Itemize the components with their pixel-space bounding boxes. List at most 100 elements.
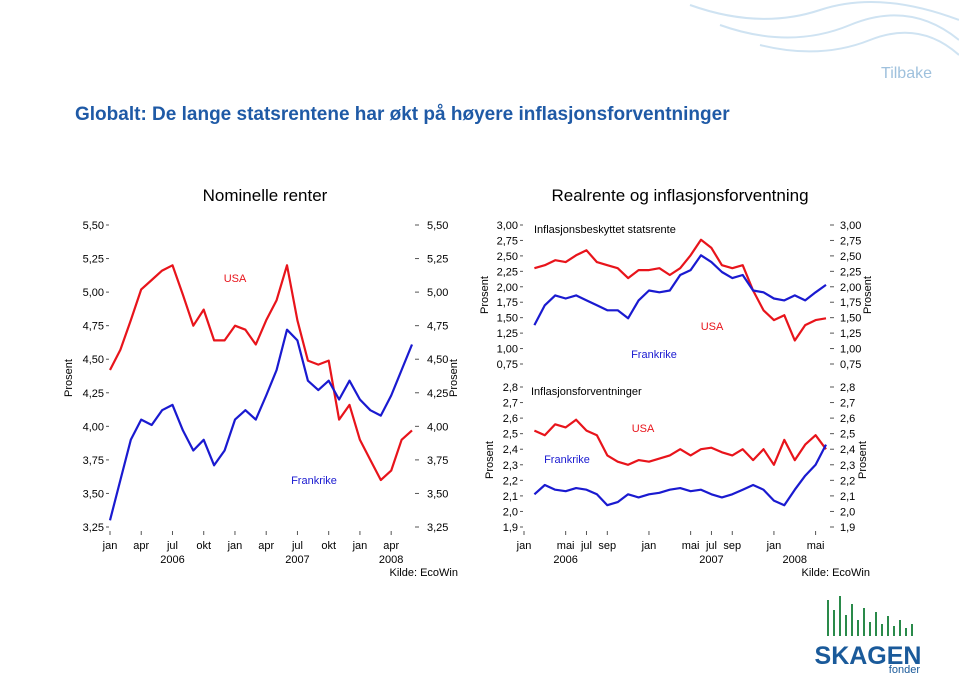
y2-tick-label: 2,2	[840, 475, 855, 487]
y2-tick-label: 2,3	[840, 460, 855, 472]
y-tick-label: 3,00	[497, 220, 518, 232]
y-tick-label: 2,25	[497, 266, 518, 278]
series-line	[534, 238, 827, 342]
x-tick-label: jul	[166, 540, 178, 552]
year-label: 2007	[285, 554, 309, 566]
series-label: USA	[701, 321, 724, 333]
year-label: 2006	[160, 554, 184, 566]
y-tick-label: 5,50	[83, 220, 104, 232]
y2-tick-label: 2,75	[840, 235, 861, 247]
y2-tick-label: 4,50	[427, 354, 448, 366]
x-tick-label: apr	[383, 540, 399, 552]
y2-tick-label: 3,00	[840, 220, 861, 232]
year-label: 2008	[783, 554, 807, 566]
panel-title: Inflasjonsbeskyttet statsrente	[534, 224, 676, 236]
y-tick-label: 4,75	[83, 321, 104, 333]
y2-tick-label: 5,00	[427, 287, 448, 299]
series-line	[533, 444, 827, 507]
y-tick-label: 4,25	[83, 388, 104, 400]
slide-title: Globalt: De lange statsrentene har økt p…	[75, 104, 730, 125]
x-tick-label: jul	[580, 540, 592, 552]
logo-sub: fonder	[889, 664, 921, 675]
y2-tick-label: 2,50	[840, 251, 861, 263]
y-tick-label: 1,50	[497, 313, 518, 325]
x-tick-label: okt	[196, 540, 211, 552]
y-tick-label: 2,2	[503, 475, 518, 487]
decoration	[689, 1, 959, 56]
y2-tick-label: 5,50	[427, 220, 448, 232]
year-label: 2008	[379, 554, 403, 566]
y2-tick-label: 2,00	[840, 282, 861, 294]
y2-axis-label: Prosent	[857, 441, 869, 479]
y-tick-label: 2,5	[503, 429, 518, 441]
series-label: Frankrike	[631, 349, 677, 361]
x-tick-label: mai	[557, 540, 575, 552]
series-line	[533, 254, 827, 326]
x-tick-label: mai	[807, 540, 825, 552]
back-link[interactable]: Tilbake	[881, 65, 932, 82]
y2-tick-label: 2,4	[840, 444, 855, 456]
y2-tick-label: 2,7	[840, 398, 855, 410]
x-tick-label: jan	[352, 540, 368, 552]
series-line	[109, 264, 413, 482]
y-tick-label: 0,75	[497, 359, 518, 371]
y-axis-label: Prosent	[479, 276, 491, 314]
logo-name: SKAGEN	[815, 642, 922, 670]
y-tick-label: 3,25	[83, 522, 104, 534]
y-tick-label: 1,25	[497, 328, 518, 340]
y-tick-label: 2,0	[503, 506, 518, 518]
y2-tick-label: 5,25	[427, 254, 448, 266]
y-tick-label: 2,00	[497, 282, 518, 294]
y2-tick-label: 2,25	[840, 266, 861, 278]
y2-tick-label: 3,25	[427, 522, 448, 534]
y-tick-label: 2,3	[503, 460, 518, 472]
chart-title: Realrente og inflasjonsforventning	[551, 186, 808, 205]
series-label: Frankrike	[291, 475, 337, 487]
y-tick-label: 1,9	[503, 522, 518, 534]
y-tick-label: 5,25	[83, 254, 104, 266]
x-tick-label: jan	[227, 540, 243, 552]
y2-tick-label: 0,75	[840, 359, 861, 371]
y2-tick-label: 1,00	[840, 344, 861, 356]
y2-tick-label: 3,75	[427, 455, 448, 467]
source: Kilde: EcoWin	[802, 567, 870, 579]
chart-title: Nominelle renter	[203, 186, 328, 205]
series-label: USA	[632, 423, 655, 435]
x-tick-label: okt	[321, 540, 336, 552]
x-tick-label: apr	[133, 540, 149, 552]
y-tick-label: 2,50	[497, 251, 518, 263]
y-tick-label: 2,1	[503, 491, 518, 503]
x-tick-label: jul	[291, 540, 303, 552]
series-line	[533, 418, 827, 466]
y2-tick-label: 1,50	[840, 313, 861, 325]
series-label: Frankrike	[544, 454, 590, 466]
y-tick-label: 4,00	[83, 421, 104, 433]
series-line	[108, 328, 414, 521]
x-tick-label: sep	[723, 540, 741, 552]
y2-tick-label: 4,00	[427, 421, 448, 433]
y-tick-label: 2,7	[503, 398, 518, 410]
source: Kilde: EcoWin	[390, 567, 458, 579]
x-tick-label: jan	[102, 540, 118, 552]
y-axis-label: Prosent	[484, 441, 496, 479]
y2-tick-label: 1,9	[840, 522, 855, 534]
x-tick-label: mai	[682, 540, 700, 552]
x-tick-label: sep	[598, 540, 616, 552]
y2-tick-label: 3,50	[427, 488, 448, 500]
y2-axis-label: Prosent	[862, 276, 874, 314]
x-tick-label: jan	[516, 540, 532, 552]
logo-bars	[827, 596, 913, 636]
year-label: 2006	[553, 554, 577, 566]
y-tick-label: 3,50	[83, 488, 104, 500]
x-tick-label: jan	[641, 540, 657, 552]
year-label: 2007	[699, 554, 723, 566]
y2-tick-label: 2,0	[840, 506, 855, 518]
y2-tick-label: 4,25	[427, 388, 448, 400]
y-tick-label: 5,00	[83, 287, 104, 299]
y-tick-label: 1,75	[497, 297, 518, 309]
y2-tick-label: 2,1	[840, 491, 855, 503]
x-tick-label: jan	[766, 540, 782, 552]
y2-tick-label: 2,8	[840, 382, 855, 394]
y-axis-label: Prosent	[63, 359, 75, 397]
y2-axis-label: Prosent	[448, 359, 460, 397]
